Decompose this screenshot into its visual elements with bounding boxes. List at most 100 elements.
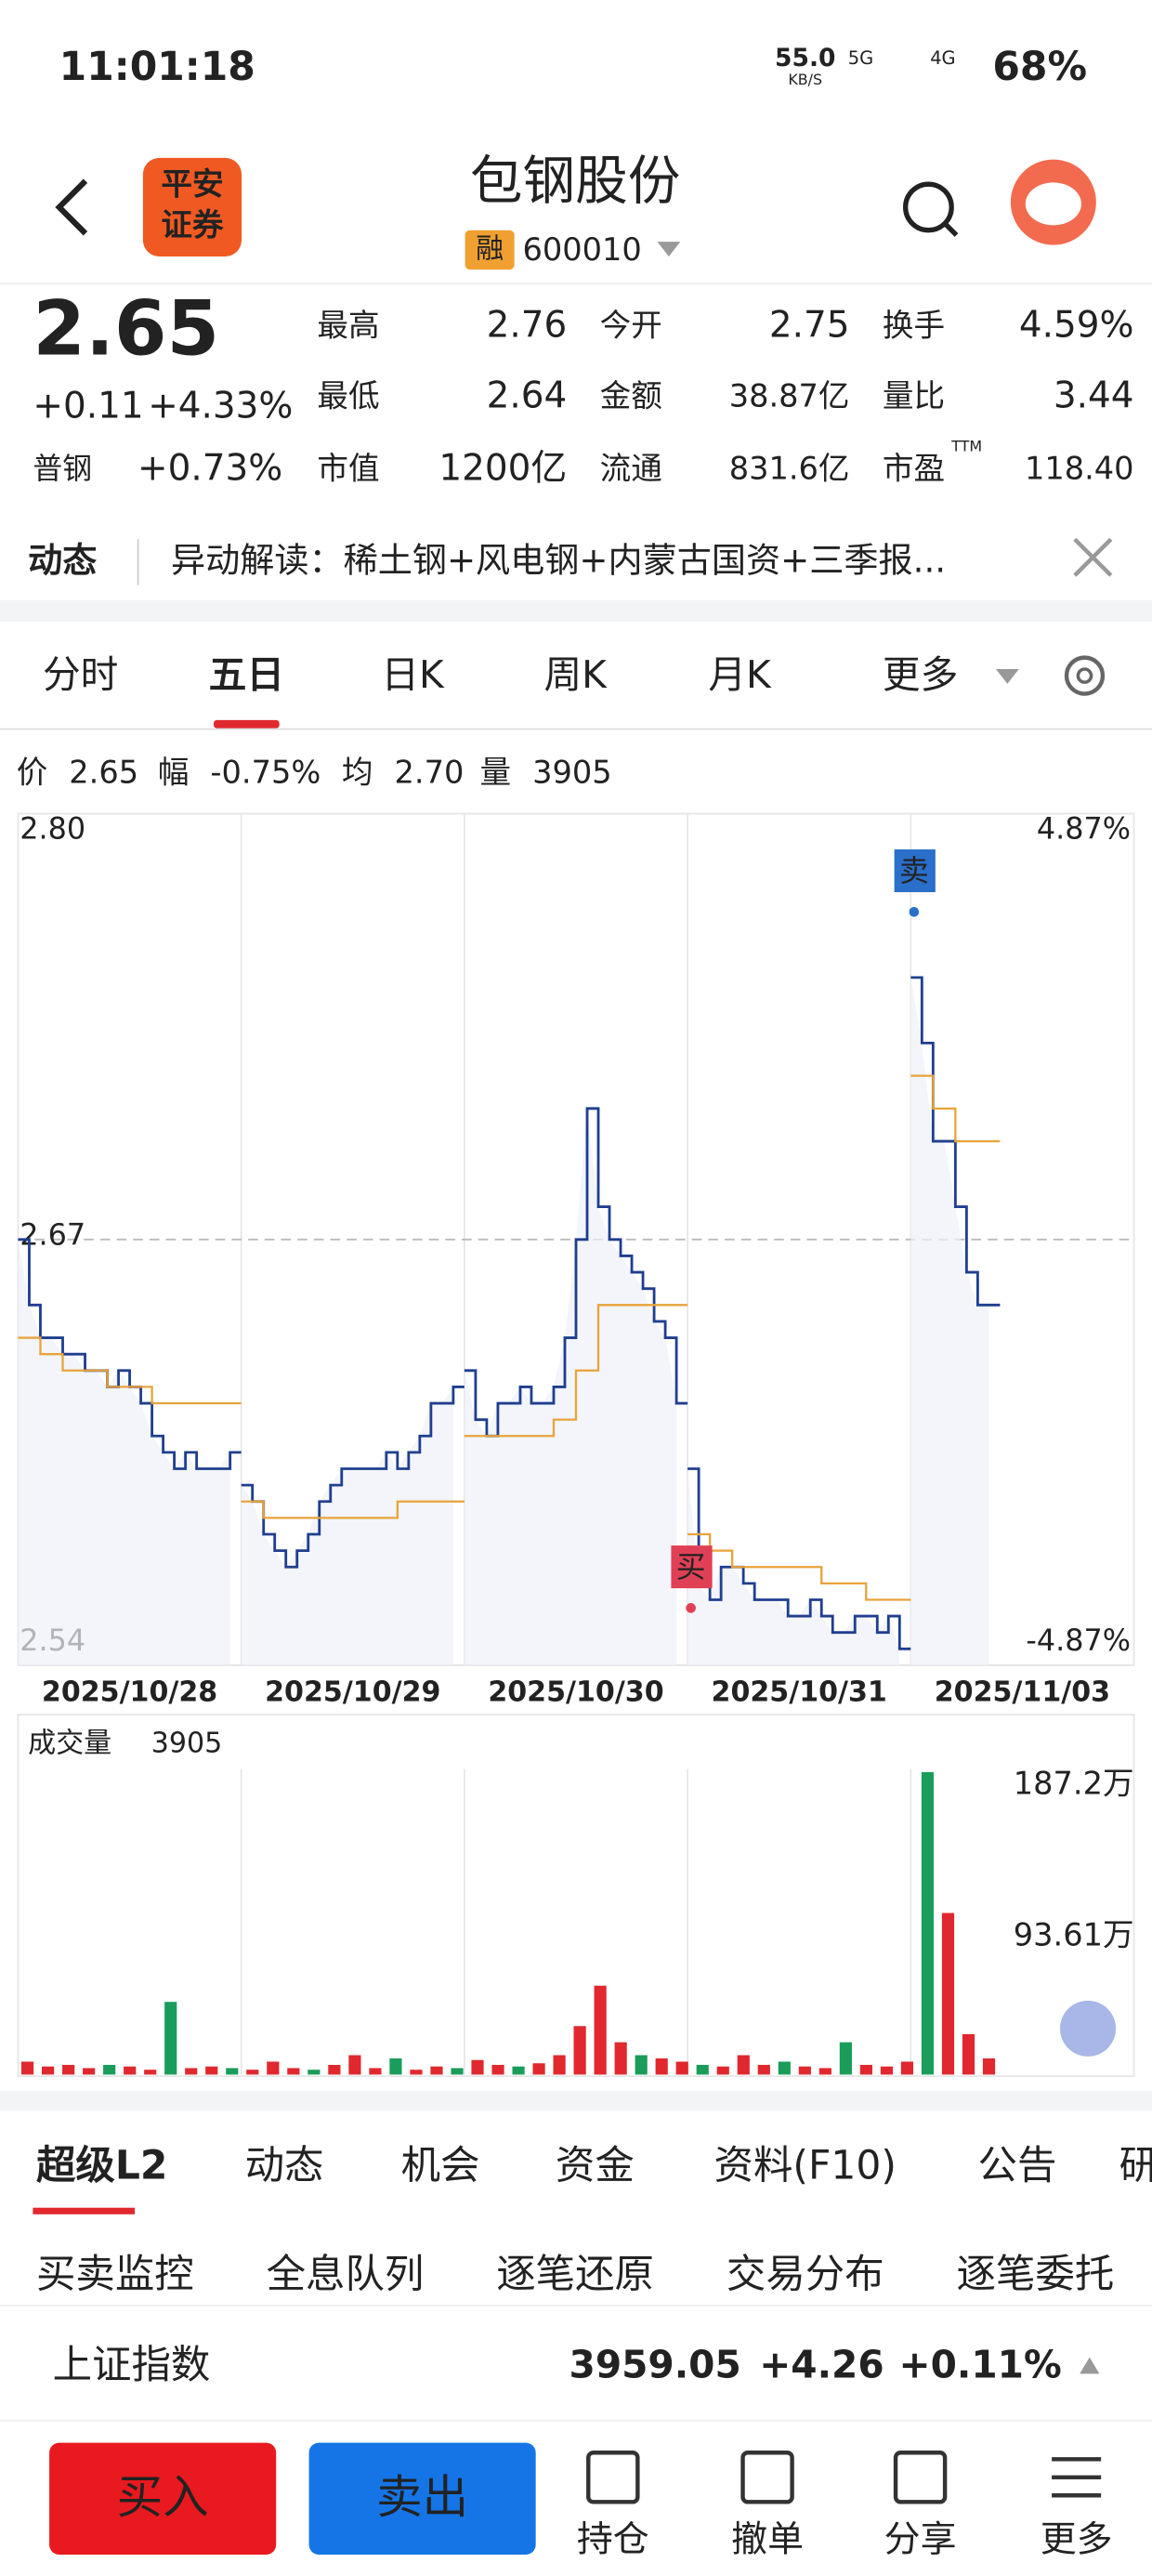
volume-bar (635, 2055, 648, 2075)
avg-line (18, 1336, 242, 1405)
volume-subtitle: 3905 (151, 1727, 223, 1759)
bottom-tab[interactable]: 公告 (978, 2144, 1057, 2189)
sell-button[interactable] (308, 2442, 536, 2555)
net-type: 5G (848, 47, 873, 69)
bottom-tab[interactable]: 机会 (401, 2144, 480, 2189)
y-tick-label: 2.67 (20, 1216, 85, 1252)
price-line (910, 976, 1001, 1307)
info-vol-label: 量 (480, 755, 512, 791)
action-label[interactable]: 撤单 (731, 2518, 804, 2560)
volume-bar (124, 2066, 137, 2075)
x-tick-label: 2025/10/29 (265, 1676, 440, 1709)
sub-tab[interactable]: 交易分布 (727, 2252, 884, 2297)
buy-label[interactable]: 买入 (117, 2470, 209, 2524)
trade-marker (671, 1545, 713, 1589)
net-unit: KB/S (788, 71, 822, 88)
volume-bar (226, 2068, 239, 2075)
price-line (241, 1385, 465, 1569)
price-area (241, 1387, 453, 1665)
volume-bar (553, 2055, 566, 2075)
volume-bar (491, 2064, 504, 2075)
stat-label: 流通 (600, 450, 662, 486)
price-line (687, 1467, 911, 1650)
sub-tab[interactable]: 逐笔委托 (957, 2252, 1115, 2297)
bottom-tab[interactable]: 超级L2 (36, 2144, 167, 2189)
tab[interactable]: 月K (708, 652, 772, 697)
volume-bar (839, 2042, 852, 2075)
stat-value: 2.75 (769, 305, 850, 347)
expand-button[interactable] (1059, 2000, 1117, 2057)
settings-core (1076, 667, 1093, 684)
tab[interactable]: 五日 (209, 652, 284, 697)
volume-bar (164, 2002, 177, 2075)
avg-line (464, 1304, 688, 1438)
avatar-face (1025, 182, 1081, 226)
gap (0, 2091, 1152, 2111)
volume-bar (267, 2061, 280, 2075)
tab[interactable]: 分时 (43, 652, 118, 697)
cancel-icon[interactable] (740, 2451, 794, 2504)
divider (0, 283, 1152, 285)
trade-label: 卖 (899, 853, 929, 888)
stat-label: 最高 (317, 308, 379, 344)
action-label[interactable]: 更多 (1041, 2518, 1113, 2560)
action-label[interactable]: 持仓 (577, 2518, 649, 2560)
volume-bar (512, 2066, 525, 2075)
volume-bar (737, 2055, 750, 2075)
sub-tab[interactable]: 全息队列 (267, 2252, 425, 2297)
tab[interactable]: 更多 (883, 652, 958, 697)
dropdown[interactable] (657, 242, 681, 257)
stat-label: 市盈 (883, 450, 945, 486)
settings-icon[interactable] (1064, 655, 1106, 696)
bottom-tab[interactable]: 研 (1119, 2144, 1152, 2189)
expand-arrow[interactable] (1080, 2357, 1100, 2374)
bottom-tab[interactable]: 动态 (245, 2144, 324, 2189)
bottom-tab[interactable]: 资料(F10) (714, 2144, 897, 2189)
badge-bg (465, 230, 515, 270)
close-icon (1073, 537, 1113, 577)
back-icon[interactable] (55, 178, 88, 236)
stat-label: 今开 (600, 308, 662, 344)
volume-bar (389, 2058, 402, 2075)
volume-bar (369, 2068, 382, 2075)
news-text[interactable]: 异动解读：稀土钢+风电钢+内蒙古国资+三季报... (171, 541, 946, 581)
search-icon[interactable] (903, 181, 954, 233)
volume-bar (471, 2059, 484, 2075)
price-area (18, 1239, 230, 1665)
x-tick-label: 2025/11/03 (935, 1676, 1110, 1709)
sector: 普钢 (33, 451, 92, 486)
volume-bar (655, 2058, 668, 2075)
y2-tick-label: -4.87% (1026, 1623, 1131, 1658)
volume-bar (594, 1985, 607, 2075)
tab[interactable]: 周K (543, 652, 608, 697)
logo-text: 证券 (161, 207, 224, 243)
badge: 融 (476, 232, 504, 265)
volume-bar (328, 2064, 341, 2075)
volume-bar (430, 2066, 443, 2075)
buy-button[interactable] (49, 2442, 277, 2555)
volume-tick-label: 187.2万 (1014, 1766, 1134, 1802)
volume-frame (17, 1714, 1135, 2078)
sub-tab[interactable]: 逐笔还原 (496, 2252, 654, 2297)
avg-line (687, 1532, 911, 1601)
price-area (687, 1468, 900, 1665)
share-icon[interactable] (893, 2451, 948, 2504)
logo[interactable] (142, 157, 242, 257)
change: +0.11 (33, 385, 143, 427)
stock-name: 包钢股份 (470, 151, 680, 212)
tab-indicator (33, 2207, 136, 2215)
action-label[interactable]: 分享 (884, 2518, 957, 2560)
hold-icon[interactable] (586, 2451, 640, 2504)
volume-bar (287, 2068, 300, 2075)
sub-tab[interactable]: 买卖监控 (36, 2252, 194, 2297)
stat-label: 量比 (883, 378, 945, 414)
stat-value: 831.6亿 (729, 450, 850, 486)
bottom-tab[interactable]: 资金 (556, 2144, 635, 2189)
volume-bar (798, 2066, 811, 2075)
index-pct: +0.11% (899, 2342, 1062, 2386)
volume-bar (348, 2055, 361, 2075)
volume-bar (20, 2061, 34, 2075)
tab[interactable]: 日K (381, 652, 445, 697)
volume-bar (185, 2068, 198, 2075)
sell-label[interactable]: 卖出 (376, 2470, 468, 2524)
